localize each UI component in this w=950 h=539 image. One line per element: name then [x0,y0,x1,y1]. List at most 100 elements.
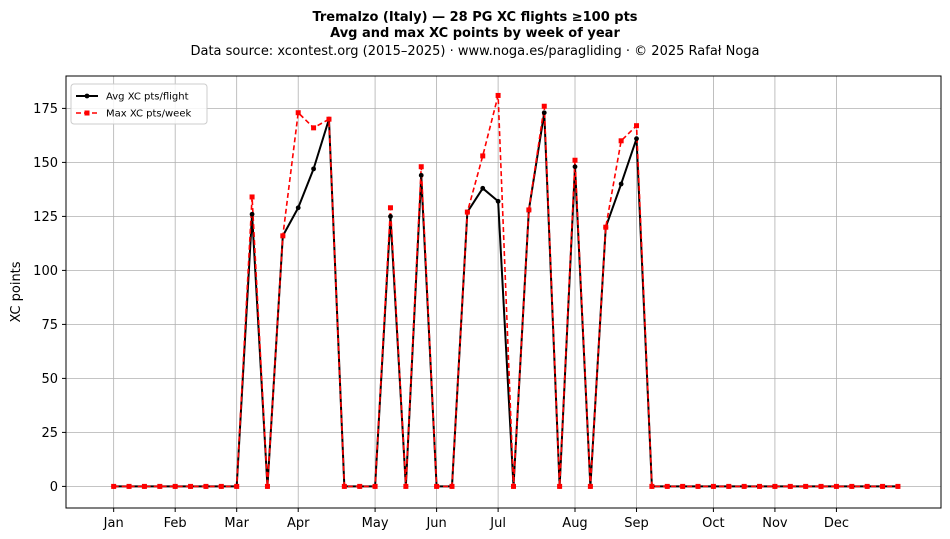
point-max-40 [710,483,716,489]
x-axis: Jan Feb Mar Apr May Jun Jul Aug Sep Oct Nov Dec [103,508,849,531]
point-avg-34 [618,181,624,187]
point-avg-19 [388,214,393,219]
grid [66,76,941,508]
y-tick-label-7: 175 [33,102,58,117]
y-axis: 0 25 50 75 100 125 150 175 [33,102,66,495]
point-max-6 [188,483,194,489]
legend-marker-max [84,110,90,116]
point-max-26 [495,92,501,98]
point-max-39 [695,483,701,489]
point-max-8 [218,483,224,489]
point-max-7 [203,483,209,489]
point-max-45 [787,483,793,489]
x-tick-label-11: Dec [824,516,849,531]
point-max-23 [449,483,455,489]
point-max-32 [587,483,593,489]
legend-box [70,83,208,125]
point-max-33 [603,224,609,230]
point-max-46 [803,483,809,489]
x-tick-label-2: Mar [224,516,249,531]
y-tick-label-3: 75 [41,318,58,333]
chart-title-line1: Tremalzo (Italy) — 28 PG XC flights ≥100… [312,10,637,25]
point-max-20 [403,483,409,489]
point-max-25 [480,153,486,159]
point-max-30 [557,483,563,489]
legend-label-avg: Avg XC pts/flight [106,92,189,103]
legend: Avg XC pts/flight Max XC pts/week [70,83,208,125]
point-max-11 [264,483,270,489]
point-max-2 [126,483,132,489]
series-line-max [113,94,898,488]
point-max-1 [111,483,117,489]
point-max-43 [757,483,763,489]
point-max-29 [541,103,547,109]
y-axis-label: XC points [9,261,24,322]
point-max-27 [510,483,516,489]
point-max-24 [464,209,470,215]
point-max-16 [341,483,347,489]
point-max-12 [280,233,286,239]
x-tick-label-10: Nov [762,516,788,531]
point-max-19 [387,205,393,211]
chart-subtitle: Data source: xcontest.org (2015–2025) · … [190,44,759,59]
point-max-37 [664,483,670,489]
point-avg-25 [480,185,486,191]
x-tick-label-4: May [362,516,389,531]
series-group [111,92,901,489]
x-tick-label-5: Jun [425,516,446,531]
point-max-14 [311,125,317,131]
y-tick-label-2: 50 [41,372,58,387]
x-tick-label-3: Apr [287,516,310,531]
point-max-3 [141,483,147,489]
point-max-31 [572,157,578,163]
point-max-48 [833,483,839,489]
point-max-44 [772,483,778,489]
point-max-9 [234,483,240,489]
point-avg-26 [495,198,501,204]
y-tick-label-1: 25 [41,426,58,441]
point-max-51 [880,483,886,489]
x-tick-label-8: Sep [624,516,649,531]
point-max-38 [680,483,686,489]
point-max-47 [818,483,824,489]
plot-area [65,75,942,509]
point-max-41 [726,483,732,489]
point-max-18 [372,483,378,489]
point-avg-35 [634,136,639,142]
legend-label-max: Max XC pts/week [106,109,191,120]
point-max-42 [741,483,747,489]
y-tick-label-0: 0 [50,480,58,495]
point-avg-14 [311,166,316,172]
y-tick-label-5: 125 [33,210,58,225]
point-max-50 [864,483,870,489]
point-avg-31 [572,164,578,170]
y-tick-label-6: 150 [33,156,58,171]
point-max-35 [634,123,640,129]
point-avg-10 [249,211,255,217]
point-avg-21 [418,172,424,178]
point-max-10 [249,194,255,200]
point-avg-29 [541,110,547,116]
point-max-4 [157,483,163,489]
point-max-21 [418,164,424,170]
point-max-22 [434,483,440,489]
x-tick-label-9: Oct [702,516,724,531]
point-max-17 [357,483,363,489]
point-max-49 [849,483,855,489]
point-max-15 [326,116,332,122]
point-max-52 [895,483,901,489]
point-avg-13 [295,205,301,211]
point-max-28 [526,207,532,213]
point-max-34 [618,138,624,144]
x-tick-label-1: Feb [164,516,187,531]
x-tick-label-6: Jul [489,516,506,531]
x-tick-label-7: Aug [562,516,587,531]
legend-marker-avg [84,93,90,99]
chart-title-line2: Avg and max XC points by week of year [330,26,620,41]
point-max-13 [295,110,301,116]
x-tick-label-0: Jan [103,516,124,531]
point-max-5 [172,483,178,489]
y-tick-label-4: 100 [33,264,58,279]
point-max-36 [649,483,655,489]
